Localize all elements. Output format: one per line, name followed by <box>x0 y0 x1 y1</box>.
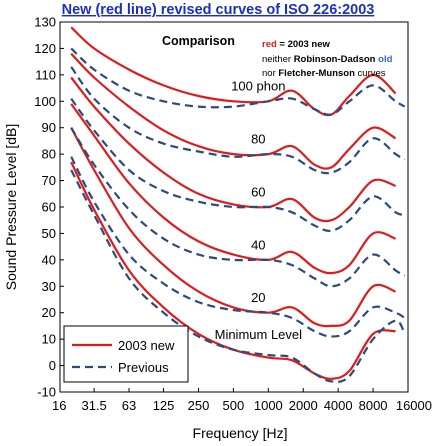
x-tick-label: 31.5 <box>81 398 106 413</box>
curve-label: 20 <box>251 290 265 305</box>
y-tick-label: 90 <box>42 120 56 135</box>
curve-label: 80 <box>251 132 265 147</box>
y-tick-label: 100 <box>34 94 56 109</box>
x-tick-label: 500 <box>223 398 245 413</box>
y-tick-label: 70 <box>42 173 56 188</box>
x-tick-label: 1000 <box>254 398 283 413</box>
y-tick-label: 120 <box>34 41 56 56</box>
curve-previous-80-phon <box>70 66 406 175</box>
y-tick-label: 0 <box>49 358 56 373</box>
comparison-nor: nor <box>262 68 278 79</box>
curve-label: 40 <box>251 237 265 252</box>
x-axis-ticks: 16 31.5 63 125 250 500 1000 2000 4000 8000 16000 <box>52 388 432 413</box>
comparison-red-word: red <box>262 39 277 50</box>
curve-previous-20-phon <box>70 156 406 338</box>
comparison-heading: Comparison <box>162 34 235 48</box>
curve-previous-60-phon <box>70 97 405 233</box>
legend-box <box>63 325 189 383</box>
x-tick-label: 4000 <box>324 398 353 413</box>
curve-previous-40-phon <box>70 127 406 288</box>
y-tick-label: 20 <box>42 305 56 320</box>
curve-label: 100 phon <box>231 79 285 94</box>
y-tick-label: 60 <box>42 200 56 215</box>
y-tick-label: 30 <box>42 279 56 294</box>
comparison-line-1: red = 2003 new <box>262 39 330 50</box>
legend-previous-label: Previous <box>118 360 169 375</box>
y-tick-label: 80 <box>42 147 56 162</box>
curve-2003-new-0-phon <box>70 161 396 380</box>
curves-layer <box>70 26 406 383</box>
y-tick-label: 40 <box>42 252 56 267</box>
curve-2003-new-20-phon <box>70 127 396 328</box>
legend: 2003 new Previous <box>63 325 189 383</box>
curve-previous-0-phon <box>70 169 406 383</box>
y-tick-label: 50 <box>42 226 56 241</box>
x-tick-label: 16 <box>52 398 66 413</box>
y-axis-ticks: -10 0 10 20 30 40 50 60 70 80 90 100 110 120 130 <box>34 15 64 400</box>
x-tick-label: 8000 <box>359 398 388 413</box>
x-tick-label: 16000 <box>396 398 432 413</box>
y-tick-label: 110 <box>35 67 56 82</box>
chart-title: New (red line) revised curves of ISO 226… <box>62 2 375 18</box>
y-tick-label: -10 <box>37 385 56 400</box>
y-tick-label: 130 <box>34 15 56 30</box>
comparison-line-2: neither Robinson-Dadson old <box>262 54 393 65</box>
y-tick-label: 10 <box>42 332 56 347</box>
comparison-old-word: old <box>378 54 392 65</box>
y-axis-title: Sound Pressure Level [dB] <box>3 124 19 291</box>
curve-previous-100-phon <box>70 47 406 116</box>
comparison-new-text: = 2003 new <box>277 39 331 50</box>
comparison-line-3: nor Fletcher-Munson curves <box>262 68 386 79</box>
comparison-robinson-dadson: Robinson-Dadson <box>294 54 378 65</box>
x-axis-title: Frequency [Hz] <box>193 425 288 441</box>
curve-label: 60 <box>251 184 265 199</box>
comparison-box: Comparison red = 2003 new neither Robins… <box>162 34 393 79</box>
curve-2003-new-40-phon <box>70 103 396 275</box>
x-tick-label: 2000 <box>289 398 318 413</box>
curve-labels: 100 phon 80 60 40 20 Minimum Level <box>215 79 303 342</box>
comparison-curves: curves <box>355 68 386 79</box>
comparison-fletcher-munson: Fletcher-Munson <box>278 68 355 79</box>
x-tick-label: 250 <box>188 398 210 413</box>
curve-label: Minimum Level <box>215 327 303 342</box>
comparison-neither: neither <box>262 54 294 65</box>
x-tick-label: 125 <box>153 398 175 413</box>
legend-new-label: 2003 new <box>118 338 175 353</box>
x-tick-label: 63 <box>122 398 136 413</box>
